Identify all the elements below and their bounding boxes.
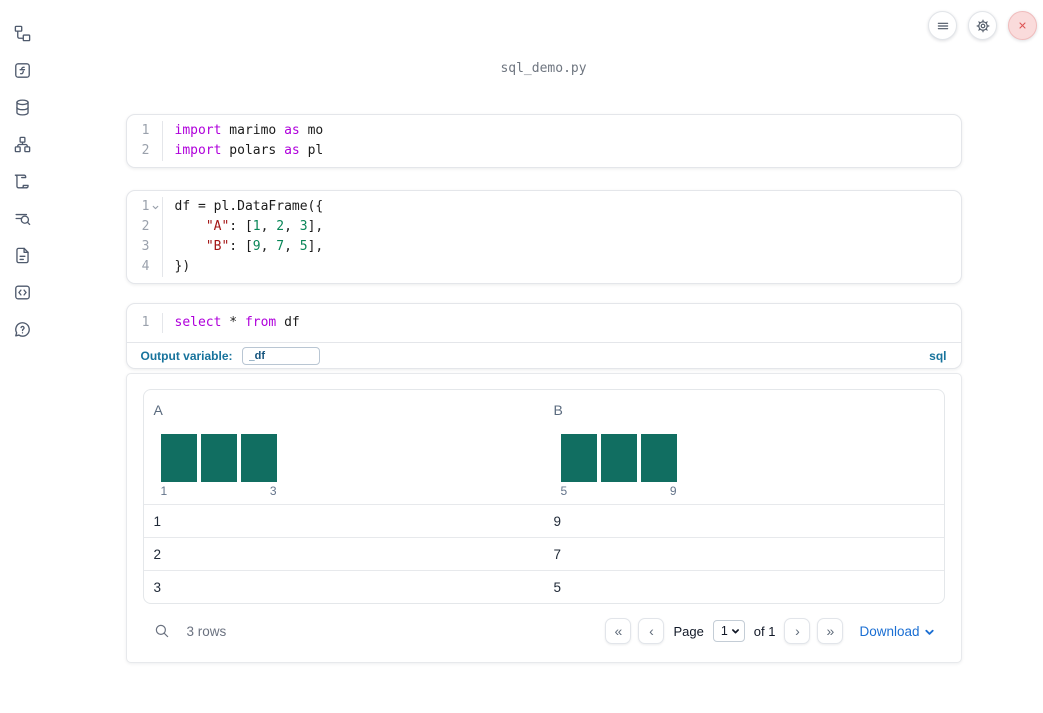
- chevron-down-icon: [731, 628, 739, 633]
- notebook-title: sql_demo.py: [500, 61, 587, 76]
- shutdown-button[interactable]: [1008, 11, 1037, 40]
- code-content: select * from df: [174, 315, 300, 330]
- page-of-label: of 1: [753, 623, 776, 639]
- code-content: df = pl.DataFrame({ "A": [1, 2, 3], "B":…: [174, 199, 324, 274]
- chevrons-right-icon: »: [826, 623, 835, 639]
- histogram-bar: [600, 434, 637, 482]
- last-page-button[interactable]: »: [817, 618, 844, 644]
- output-variable-input[interactable]: [241, 346, 320, 365]
- column-header-b: B 5 9: [544, 390, 944, 504]
- prev-page-button[interactable]: ‹: [638, 618, 665, 644]
- chevron-left-icon: ‹: [649, 623, 654, 639]
- next-page-button[interactable]: ›: [784, 618, 811, 644]
- column-header-a: A 1 3: [144, 390, 544, 504]
- helper-panel-sidebar: [0, 0, 44, 713]
- hist-max-label: 9: [669, 484, 677, 498]
- notebook-actions: [928, 11, 1037, 40]
- script-icon[interactable]: [13, 172, 32, 191]
- pagination: « ‹ Page 1 of 1 › »: [605, 618, 844, 644]
- histogram-bars: [560, 434, 677, 482]
- code-snippet-icon[interactable]: [13, 283, 32, 302]
- table-footer: 3 rows « ‹ Page 1 of 1 › » Download: [143, 604, 945, 654]
- gear-icon: [976, 19, 989, 32]
- search-icon: [155, 624, 168, 638]
- table-cell: 7: [553, 546, 562, 562]
- dependency-graph-icon[interactable]: [13, 135, 32, 154]
- chevron-down-icon: [924, 629, 934, 635]
- sql-cell-footer: Output variable: sql: [126, 342, 961, 368]
- column-a-histogram: 1 3: [160, 434, 277, 498]
- chevron-right-icon: ›: [795, 623, 800, 639]
- table-cell: 3: [153, 579, 162, 595]
- document-icon[interactable]: [13, 246, 32, 265]
- settings-button[interactable]: [968, 11, 997, 40]
- database-icon[interactable]: [13, 98, 32, 117]
- dataframe-table: A 1 3 B 5 9: [142, 389, 945, 604]
- histogram-bar: [200, 434, 237, 482]
- fold-chevron-icon[interactable]: [151, 203, 160, 212]
- first-page-button[interactable]: «: [605, 618, 632, 644]
- language-badge: sql: [929, 348, 947, 363]
- table-cell: 5: [553, 579, 562, 595]
- sql-cell: 1 select * from df Output variable: sql: [125, 303, 962, 369]
- table-output-panel: A 1 3 B 5 9: [125, 373, 962, 663]
- close-icon: [1019, 22, 1026, 29]
- histogram-bar: [560, 434, 597, 482]
- table-cell: 9: [553, 513, 562, 529]
- histogram-bar: [240, 434, 277, 482]
- download-button[interactable]: Download: [859, 624, 934, 639]
- menu-button[interactable]: [928, 11, 957, 40]
- histogram-bar: [640, 434, 677, 482]
- column-b-histogram: 5 9: [560, 434, 677, 498]
- menu-icon: [937, 22, 948, 29]
- table-cell: 2: [153, 546, 162, 562]
- hist-min-label: 5: [560, 484, 568, 498]
- search-button[interactable]: [153, 622, 171, 640]
- page-select[interactable]: 1: [712, 620, 745, 642]
- page-select-value: 1: [720, 624, 728, 638]
- column-name[interactable]: A: [153, 402, 163, 418]
- code-content: import marimo as mo import polars as pl: [174, 123, 324, 158]
- column-name[interactable]: B: [553, 402, 563, 418]
- hist-max-label: 3: [269, 484, 277, 498]
- table-cell: 1: [153, 513, 162, 529]
- line-number-gutter: 1: [127, 313, 163, 333]
- histogram-bars: [160, 434, 277, 482]
- histogram-bar: [160, 434, 197, 482]
- help-icon[interactable]: [13, 320, 32, 339]
- table-header: A 1 3 B 5 9: [144, 390, 944, 504]
- list-search-icon[interactable]: [13, 209, 32, 228]
- row-count: 3 rows: [186, 623, 227, 639]
- hist-min-label: 1: [160, 484, 168, 498]
- function-icon[interactable]: [13, 61, 32, 80]
- file-tree-icon[interactable]: [13, 24, 32, 43]
- sql-editor[interactable]: 1 select * from df: [127, 304, 961, 342]
- download-label: Download: [859, 623, 920, 639]
- chevrons-left-icon: «: [614, 623, 623, 639]
- page-label: Page: [673, 623, 704, 639]
- output-variable-label: Output variable:: [140, 348, 233, 363]
